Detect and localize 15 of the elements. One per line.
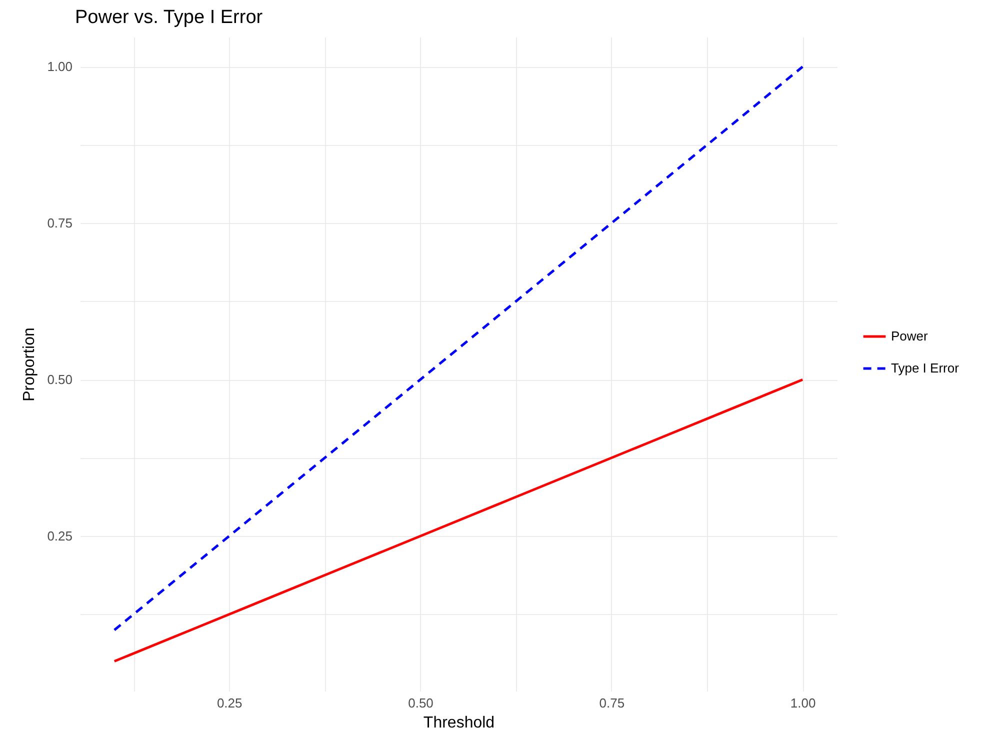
x-tick-label: 0.50 [408,696,434,710]
chart-title: Power vs. Type I Error [75,7,264,28]
y-tick-label: 1.00 [47,59,72,74]
legend-label: Type I Error [891,360,960,376]
y-tick-label: 0.25 [47,528,72,544]
line-series [113,65,804,632]
x-tick-label: 1.00 [790,696,816,710]
legend-label: Power [891,328,929,344]
line-series [113,378,804,663]
x-tick-label: 0.75 [599,696,625,710]
y-tick-label: 0.50 [47,372,72,388]
x-axis-title: Threshold [423,714,495,732]
x-tick-label: 0.25 [216,696,242,710]
y-tick-label: 0.75 [47,216,72,231]
y-axis-title: Proportion [21,328,38,402]
